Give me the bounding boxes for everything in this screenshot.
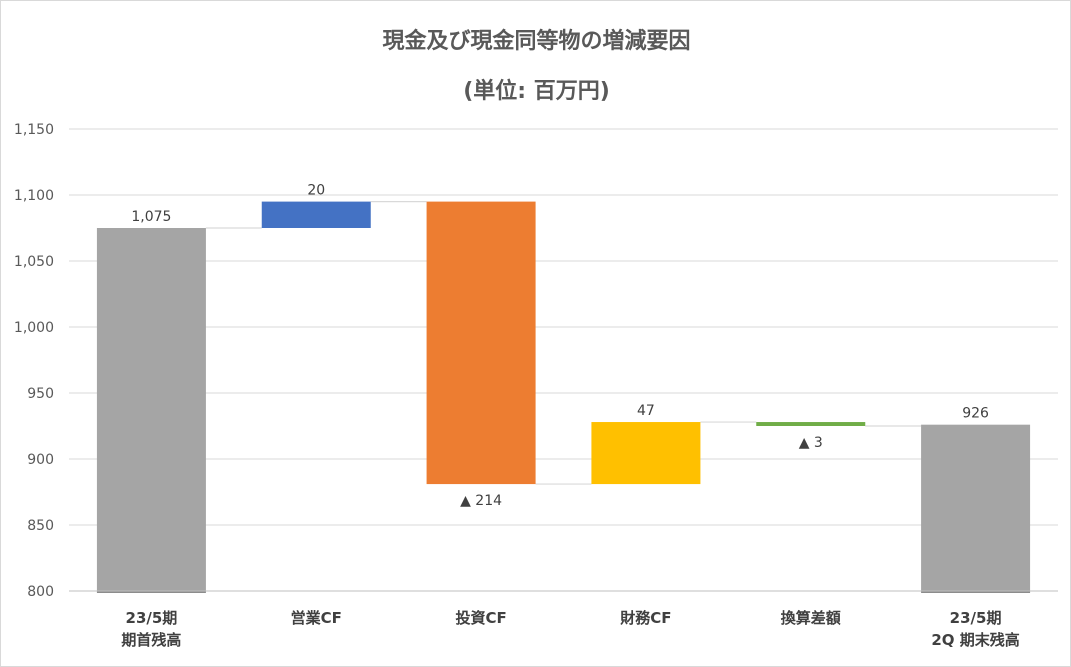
y-tick-label: 950 (27, 386, 54, 402)
bar (921, 424, 1031, 591)
y-tick-label: 1,000 (14, 320, 54, 336)
data-label: ▲ 214 (460, 493, 502, 509)
data-label: 47 (637, 403, 655, 419)
data-label: 20 (307, 183, 325, 199)
x-category-label: 換算差額 (781, 609, 841, 627)
y-tick-label: 900 (27, 452, 54, 468)
x-category-label: 投資CF (455, 609, 506, 627)
x-category-label: 23/5期 (950, 609, 1002, 627)
bar (426, 201, 536, 485)
chart-subtitle: (単位: 百万円) (463, 79, 610, 104)
x-category-label: 23/5期 (126, 609, 178, 627)
x-category-label: 営業CF (291, 609, 342, 627)
bar (756, 422, 866, 426)
data-label: 1,075 (131, 209, 171, 225)
y-tick-label: 1,050 (14, 254, 54, 270)
x-category-label: 2Q 期末残高 (931, 631, 1019, 649)
bar (591, 422, 701, 485)
y-tick-label: 1,100 (14, 188, 54, 204)
bar (96, 228, 206, 591)
y-tick-label: 800 (27, 584, 54, 600)
bar (261, 201, 371, 228)
data-label: ▲ 3 (799, 435, 823, 451)
y-tick-label: 850 (27, 518, 54, 534)
data-label: 926 (962, 406, 989, 422)
chart-title: 現金及び現金同等物の増減要因 (382, 29, 691, 54)
x-category-label: 財務CF (619, 609, 671, 627)
y-tick-label: 1,150 (14, 122, 54, 138)
x-category-label: 期首残高 (121, 631, 181, 649)
